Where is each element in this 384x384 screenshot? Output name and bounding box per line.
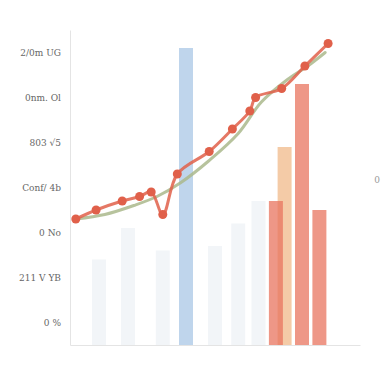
- y-tick-label: 0nm. Ol: [25, 93, 61, 103]
- y-tick-label: 803 √5: [30, 138, 62, 148]
- bar: [179, 48, 193, 345]
- bar: [312, 210, 326, 345]
- y-tick-label: 2/0m UG: [20, 48, 61, 58]
- y-tick: 803 √5: [30, 138, 71, 148]
- line: [76, 53, 325, 220]
- y-tick: 0 No: [39, 228, 70, 238]
- y-tick: 2/0m UG: [20, 48, 70, 58]
- point: [71, 215, 80, 224]
- point: [277, 84, 286, 93]
- y-tick: 0 %: [44, 318, 70, 328]
- point: [173, 170, 182, 179]
- chart-container: 0 % 211 V YB 0 No Conf/ 4b 803 √5 0nm. Ol 2/0m…: [0, 0, 384, 384]
- bar: [156, 251, 170, 346]
- x-axis-line: [71, 345, 361, 346]
- point: [300, 62, 309, 71]
- y-tick-label: 211 V YB: [19, 273, 61, 283]
- point: [135, 192, 144, 201]
- y-tick-label: 0 No: [39, 228, 61, 238]
- x-axis: [71, 345, 361, 346]
- y-tick: Conf/ 4b: [22, 183, 70, 193]
- y-axis: 0 % 211 V YB 0 No Conf/ 4b 803 √5 0nm. Ol 2/0m…: [19, 31, 70, 346]
- plot-area: [71, 39, 332, 345]
- y-tick: 211 V YB: [19, 273, 70, 283]
- point: [158, 210, 167, 219]
- bar: [92, 260, 106, 346]
- line: [76, 44, 328, 220]
- y-tick-label: 0 %: [44, 318, 62, 328]
- point: [118, 197, 127, 206]
- point: [245, 107, 254, 116]
- bar: [231, 224, 245, 346]
- annotation: 0: [374, 175, 380, 185]
- bar: [121, 228, 135, 345]
- bar: [269, 201, 283, 345]
- point: [251, 93, 260, 102]
- point: [228, 125, 237, 134]
- point: [92, 206, 101, 215]
- bar-series: [179, 48, 193, 345]
- y-tick-label: Conf/ 4b: [22, 183, 61, 193]
- bar: [208, 246, 222, 345]
- y-tick: 0nm. Ol: [25, 93, 70, 103]
- point: [205, 147, 214, 156]
- y-axis-line: [70, 31, 71, 346]
- chart: 0 % 211 V YB 0 No Conf/ 4b 803 √5 0nm. Ol 2/0m…: [0, 0, 384, 384]
- bar-series: [269, 84, 327, 345]
- point: [324, 39, 333, 48]
- bar: [295, 84, 309, 345]
- bar-series: [92, 201, 266, 345]
- line-series: [71, 39, 332, 224]
- bar: [252, 201, 266, 345]
- line-series: [76, 53, 325, 220]
- point: [147, 188, 156, 197]
